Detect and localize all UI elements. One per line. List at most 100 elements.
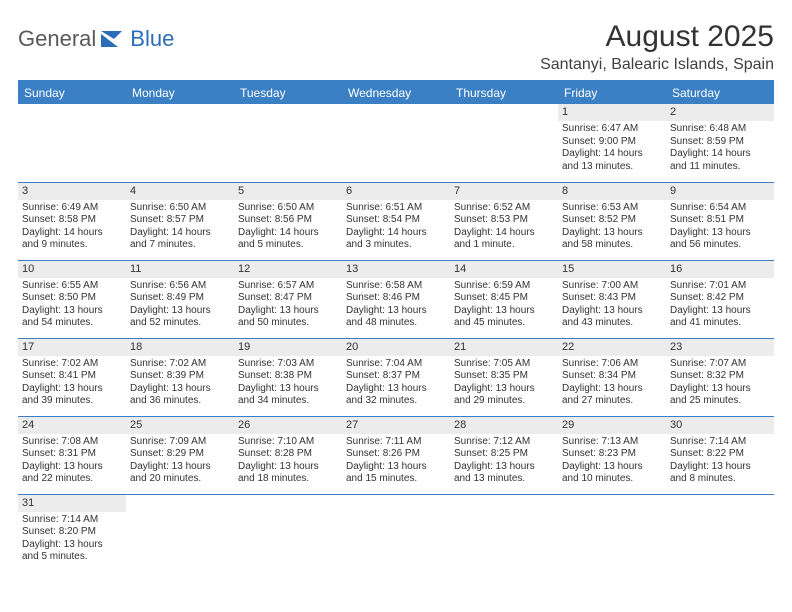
daylight-line: Daylight: 13 hours and 48 minutes.: [346, 305, 446, 330]
calendar-cell: 22Sunrise: 7:06 AMSunset: 8:34 PMDayligh…: [558, 338, 666, 416]
daylight-line: Daylight: 13 hours and 15 minutes.: [346, 461, 446, 486]
logo: General Blue: [18, 26, 174, 52]
calendar-cell: 20Sunrise: 7:04 AMSunset: 8:37 PMDayligh…: [342, 338, 450, 416]
weekday-header: Tuesday: [234, 81, 342, 104]
sunset-line: Sunset: 8:31 PM: [22, 448, 122, 461]
calendar-cell: 26Sunrise: 7:10 AMSunset: 8:28 PMDayligh…: [234, 416, 342, 494]
sunrise-line: Sunrise: 7:00 AM: [562, 280, 662, 293]
weekday-header: Sunday: [18, 81, 126, 104]
daylight-line: Daylight: 13 hours and 52 minutes.: [130, 305, 230, 330]
sunset-line: Sunset: 8:32 PM: [670, 370, 770, 383]
calendar-cell: 17Sunrise: 7:02 AMSunset: 8:41 PMDayligh…: [18, 338, 126, 416]
daylight-line: Daylight: 14 hours and 13 minutes.: [562, 148, 662, 173]
sunrise-line: Sunrise: 6:47 AM: [562, 123, 662, 136]
sunrise-line: Sunrise: 6:49 AM: [22, 202, 122, 215]
daylight-line: Daylight: 13 hours and 20 minutes.: [130, 461, 230, 486]
day-details: Sunrise: 6:54 AMSunset: 8:51 PMDaylight:…: [666, 200, 774, 256]
calendar-cell: 6Sunrise: 6:51 AMSunset: 8:54 PMDaylight…: [342, 182, 450, 260]
sunrise-line: Sunrise: 7:03 AM: [238, 358, 338, 371]
sunrise-line: Sunrise: 7:12 AM: [454, 436, 554, 449]
title-block: August 2025 Santanyi, Balearic Islands, …: [540, 20, 774, 74]
daylight-line: Daylight: 13 hours and 41 minutes.: [670, 305, 770, 330]
sunrise-line: Sunrise: 6:59 AM: [454, 280, 554, 293]
sunset-line: Sunset: 8:50 PM: [22, 292, 122, 305]
sunrise-line: Sunrise: 7:09 AM: [130, 436, 230, 449]
calendar-cell: 3Sunrise: 6:49 AMSunset: 8:58 PMDaylight…: [18, 182, 126, 260]
day-number: 15: [558, 261, 666, 278]
daylight-line: Daylight: 13 hours and 8 minutes.: [670, 461, 770, 486]
sunset-line: Sunset: 8:28 PM: [238, 448, 338, 461]
day-number: 18: [126, 339, 234, 356]
calendar-cell: 25Sunrise: 7:09 AMSunset: 8:29 PMDayligh…: [126, 416, 234, 494]
sunrise-line: Sunrise: 7:02 AM: [130, 358, 230, 371]
daylight-line: Daylight: 14 hours and 11 minutes.: [670, 148, 770, 173]
sunset-line: Sunset: 8:42 PM: [670, 292, 770, 305]
calendar-cell: [558, 494, 666, 572]
day-number: 14: [450, 261, 558, 278]
sunrise-line: Sunrise: 7:05 AM: [454, 358, 554, 371]
daylight-line: Daylight: 13 hours and 18 minutes.: [238, 461, 338, 486]
daylight-line: Daylight: 14 hours and 7 minutes.: [130, 227, 230, 252]
day-details: Sunrise: 7:04 AMSunset: 8:37 PMDaylight:…: [342, 356, 450, 412]
sunrise-line: Sunrise: 6:51 AM: [346, 202, 446, 215]
sunrise-line: Sunrise: 7:14 AM: [22, 514, 122, 527]
day-number: 2: [666, 104, 774, 121]
day-details: Sunrise: 7:02 AMSunset: 8:39 PMDaylight:…: [126, 356, 234, 412]
calendar-cell: [666, 494, 774, 572]
daylight-line: Daylight: 13 hours and 43 minutes.: [562, 305, 662, 330]
calendar-cell: [234, 494, 342, 572]
day-details: Sunrise: 7:09 AMSunset: 8:29 PMDaylight:…: [126, 434, 234, 490]
daylight-line: Daylight: 14 hours and 3 minutes.: [346, 227, 446, 252]
flag-icon: [100, 30, 126, 48]
day-details: Sunrise: 7:14 AMSunset: 8:20 PMDaylight:…: [18, 512, 126, 568]
calendar-cell: 15Sunrise: 7:00 AMSunset: 8:43 PMDayligh…: [558, 260, 666, 338]
sunrise-line: Sunrise: 6:58 AM: [346, 280, 446, 293]
day-number: 26: [234, 417, 342, 434]
day-number: 23: [666, 339, 774, 356]
sunset-line: Sunset: 8:54 PM: [346, 214, 446, 227]
day-number: 31: [18, 495, 126, 512]
calendar-cell: 14Sunrise: 6:59 AMSunset: 8:45 PMDayligh…: [450, 260, 558, 338]
daylight-line: Daylight: 14 hours and 9 minutes.: [22, 227, 122, 252]
sunset-line: Sunset: 8:38 PM: [238, 370, 338, 383]
day-details: Sunrise: 7:01 AMSunset: 8:42 PMDaylight:…: [666, 278, 774, 334]
sunset-line: Sunset: 8:34 PM: [562, 370, 662, 383]
day-number: 3: [18, 183, 126, 200]
day-details: Sunrise: 6:59 AMSunset: 8:45 PMDaylight:…: [450, 278, 558, 334]
daylight-line: Daylight: 13 hours and 45 minutes.: [454, 305, 554, 330]
day-number: 6: [342, 183, 450, 200]
calendar-cell: 31Sunrise: 7:14 AMSunset: 8:20 PMDayligh…: [18, 494, 126, 572]
weekday-header-row: Sunday Monday Tuesday Wednesday Thursday…: [18, 81, 774, 104]
logo-text-general: General: [18, 26, 96, 52]
daylight-line: Daylight: 13 hours and 34 minutes.: [238, 383, 338, 408]
daylight-line: Daylight: 13 hours and 13 minutes.: [454, 461, 554, 486]
calendar-cell: 29Sunrise: 7:13 AMSunset: 8:23 PMDayligh…: [558, 416, 666, 494]
day-number: 7: [450, 183, 558, 200]
sunset-line: Sunset: 8:41 PM: [22, 370, 122, 383]
day-details: Sunrise: 6:48 AMSunset: 8:59 PMDaylight:…: [666, 121, 774, 177]
calendar-row: 10Sunrise: 6:55 AMSunset: 8:50 PMDayligh…: [18, 260, 774, 338]
sunset-line: Sunset: 8:59 PM: [670, 136, 770, 149]
sunrise-line: Sunrise: 7:14 AM: [670, 436, 770, 449]
day-number: 27: [342, 417, 450, 434]
sunrise-line: Sunrise: 6:48 AM: [670, 123, 770, 136]
day-number: 20: [342, 339, 450, 356]
daylight-line: Daylight: 13 hours and 25 minutes.: [670, 383, 770, 408]
day-number: 12: [234, 261, 342, 278]
sunset-line: Sunset: 8:29 PM: [130, 448, 230, 461]
day-details: Sunrise: 7:00 AMSunset: 8:43 PMDaylight:…: [558, 278, 666, 334]
day-details: Sunrise: 6:53 AMSunset: 8:52 PMDaylight:…: [558, 200, 666, 256]
day-details: Sunrise: 6:51 AMSunset: 8:54 PMDaylight:…: [342, 200, 450, 256]
sunset-line: Sunset: 8:52 PM: [562, 214, 662, 227]
day-details: Sunrise: 6:50 AMSunset: 8:57 PMDaylight:…: [126, 200, 234, 256]
calendar-row: 3Sunrise: 6:49 AMSunset: 8:58 PMDaylight…: [18, 182, 774, 260]
calendar-cell: 18Sunrise: 7:02 AMSunset: 8:39 PMDayligh…: [126, 338, 234, 416]
sunrise-line: Sunrise: 6:50 AM: [238, 202, 338, 215]
day-number: 4: [126, 183, 234, 200]
daylight-line: Daylight: 13 hours and 54 minutes.: [22, 305, 122, 330]
day-number: 11: [126, 261, 234, 278]
calendar-cell: 2Sunrise: 6:48 AMSunset: 8:59 PMDaylight…: [666, 104, 774, 182]
sunset-line: Sunset: 8:57 PM: [130, 214, 230, 227]
sunrise-line: Sunrise: 7:06 AM: [562, 358, 662, 371]
day-details: Sunrise: 6:52 AMSunset: 8:53 PMDaylight:…: [450, 200, 558, 256]
